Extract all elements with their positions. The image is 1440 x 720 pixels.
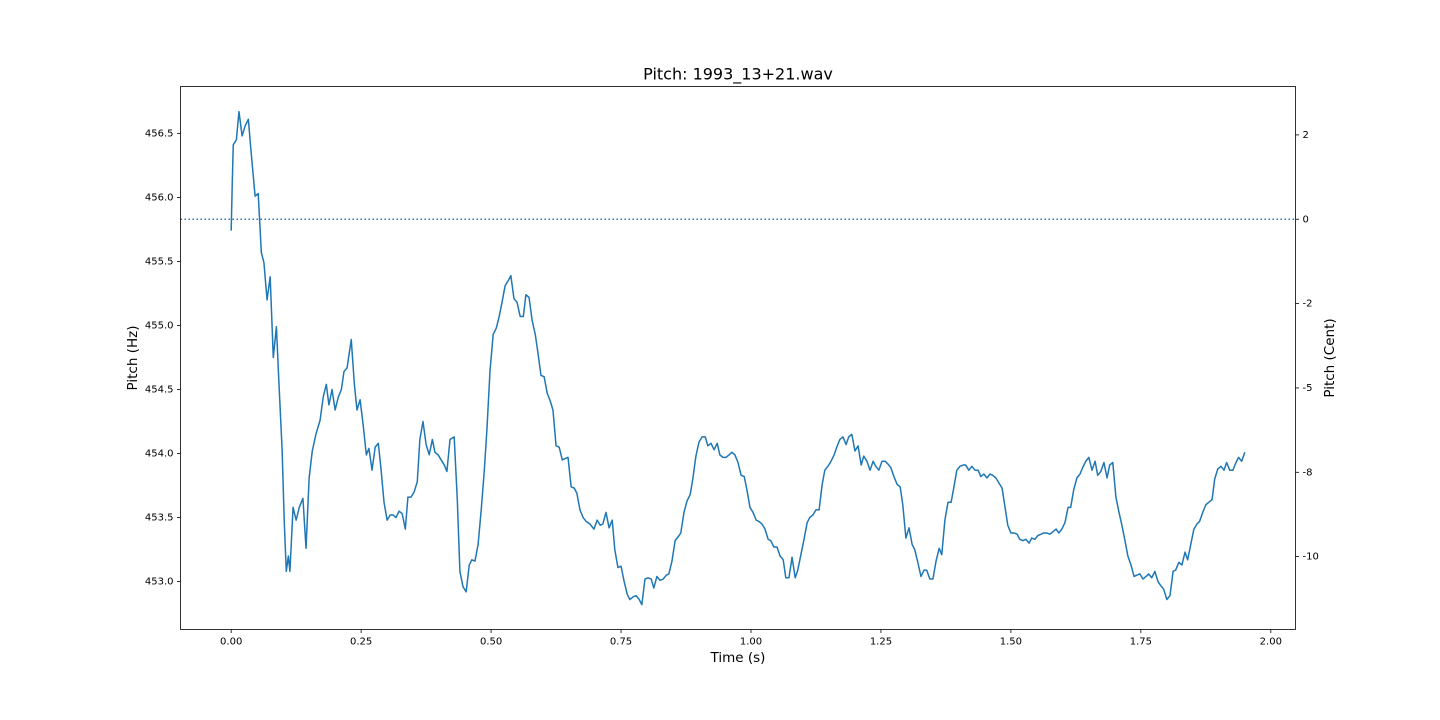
y-tick-label: 455.0 xyxy=(145,320,174,331)
y-tick-label: 453.0 xyxy=(145,577,174,588)
x-tick-label: 1.25 xyxy=(870,637,892,648)
y-tick-label: 454.5 xyxy=(145,385,174,396)
x-tick-label: 0.00 xyxy=(220,637,242,648)
y-tick-label: 453.5 xyxy=(145,513,174,524)
y2-tick-label: -2 xyxy=(1303,299,1313,310)
x-tick-label: 0.75 xyxy=(610,637,632,648)
y2-axis-label: Pitch (Cent) xyxy=(1322,318,1338,397)
y2-tick-label: -5 xyxy=(1303,383,1313,394)
x-tick-label: 1.00 xyxy=(740,637,762,648)
x-axis-label: Time (s) xyxy=(710,650,766,666)
x-tick-label: 1.50 xyxy=(1000,637,1022,648)
y-tick-label: 454.0 xyxy=(145,449,174,460)
y2-tick-label: 0 xyxy=(1303,214,1309,225)
x-tick-label: 0.25 xyxy=(350,637,372,648)
y-tick-label: 456.0 xyxy=(145,192,174,203)
y2-tick-label: -10 xyxy=(1303,552,1319,563)
y-tick-label: 456.5 xyxy=(145,128,174,139)
pitch-line xyxy=(230,110,1246,606)
x-tick-label: 0.50 xyxy=(480,637,502,648)
x-tick-label: 2.00 xyxy=(1260,637,1282,648)
axes-frame xyxy=(180,86,1296,630)
y-axis-label: Pitch (Hz) xyxy=(125,326,141,391)
x-tick-label: 1.75 xyxy=(1130,637,1152,648)
y2-tick-label: -8 xyxy=(1303,467,1313,478)
chart-title: Pitch: 1993_13+21.wav xyxy=(643,65,833,85)
plot-area xyxy=(180,110,1296,606)
y-tick-label: 455.5 xyxy=(145,256,174,267)
y2-tick-label: 2 xyxy=(1303,130,1309,141)
